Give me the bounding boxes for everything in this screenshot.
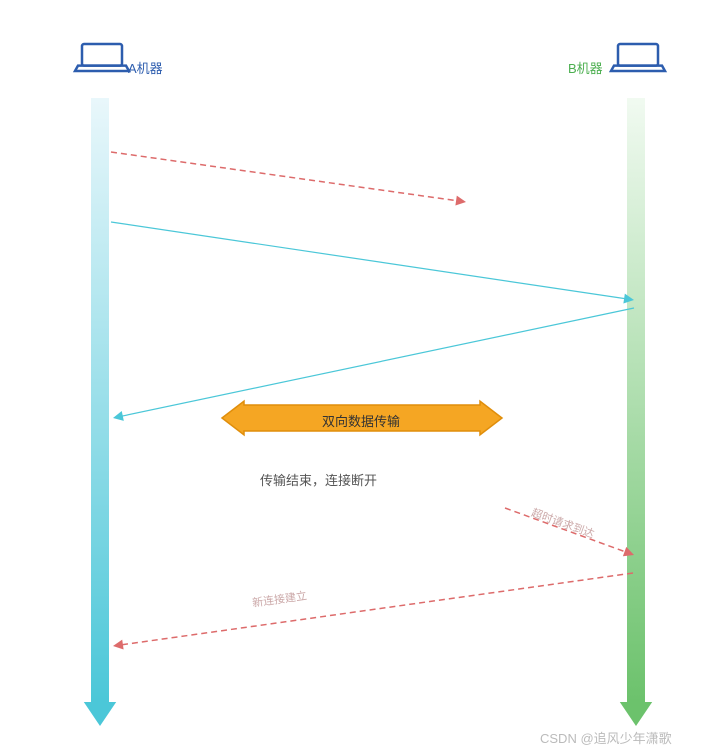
lifeline-a-bar [91,98,109,702]
transfer-end-label: 传输结束，连接断开 [260,470,377,489]
bidirectional-transfer-label: 双向数据传输 [322,411,400,430]
lifeline-a-arrowhead [84,702,116,726]
arrowhead-renew-connect [113,640,124,650]
arrowhead-failed-request [455,196,466,206]
laptop-a-icon [75,44,129,71]
arrow-renew-connect [118,573,633,645]
arrow-syn-1 [111,222,629,299]
arrowhead-syn-ack [113,411,124,421]
sequence-diagram [0,0,719,748]
arrow-syn-ack [118,308,634,417]
lifeline-b-arrowhead [620,702,652,726]
csdn-watermark: CSDN @追风少年潇歌 [540,728,672,747]
arrow-failed-request [111,152,461,201]
machine-a-label: A机器 [128,58,163,77]
lifeline-b-bar [627,98,645,702]
laptop-b-icon [611,44,665,71]
machine-b-label: B机器 [568,58,603,77]
